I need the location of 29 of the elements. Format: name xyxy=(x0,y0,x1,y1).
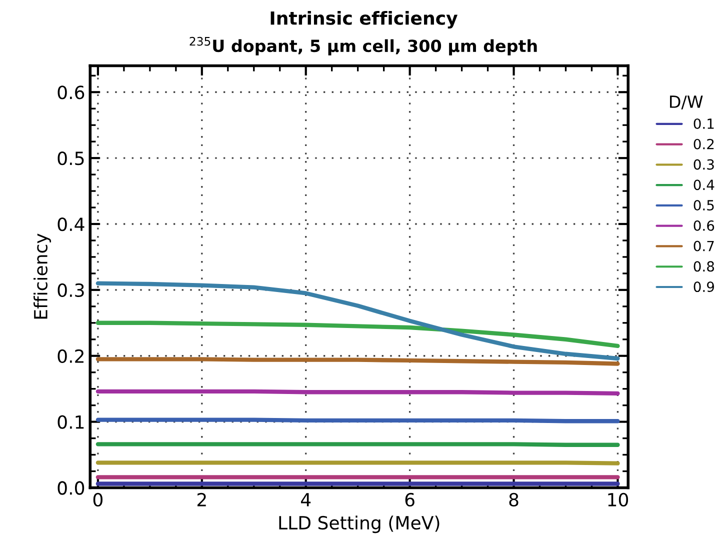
line-series xyxy=(96,320,620,348)
x-axis-title: LLD Setting (MeV) xyxy=(279,516,440,534)
y-tick-label: 0.1 xyxy=(58,415,84,429)
legend-label: 0.2 xyxy=(694,138,714,150)
x-tick-label: 4 xyxy=(301,493,311,506)
y-axis-title: Efficiency xyxy=(34,234,52,319)
x-tick-label: 8 xyxy=(509,492,518,507)
y-tick-label: 0.0 xyxy=(58,481,84,495)
x-tick-label: 10 xyxy=(608,492,628,507)
y-tick-label: 0.2 xyxy=(58,349,84,363)
y-tick-label: 0.3 xyxy=(58,283,84,298)
legend-label: 0.5 xyxy=(694,200,714,211)
chart-subtitle: $^{235}$U dopant, 5 μm cell, 300 μm depth xyxy=(190,36,537,56)
legend-label: 0.3 xyxy=(694,159,714,170)
y-tick-label: 0.4 xyxy=(58,217,84,232)
legend-label: 0.8 xyxy=(694,261,714,272)
legend-label: 0.7 xyxy=(694,240,714,252)
legend-label: 0.4 xyxy=(694,180,714,190)
x-tick-label: 6 xyxy=(405,492,414,507)
x-tick-label: 2 xyxy=(197,492,206,506)
legend-label: 0.1 xyxy=(694,118,714,129)
legend-label: 0.6 xyxy=(694,220,714,231)
legend-label: 0.9 xyxy=(694,282,714,292)
legend-title: D/W xyxy=(670,96,703,110)
x-tick-label: 0 xyxy=(93,492,102,507)
chart-title: Intrinsic efficiency xyxy=(270,10,458,29)
y-tick-label: 0.5 xyxy=(58,152,84,166)
y-tick-label: 0.6 xyxy=(58,86,84,100)
line-series xyxy=(96,281,620,361)
